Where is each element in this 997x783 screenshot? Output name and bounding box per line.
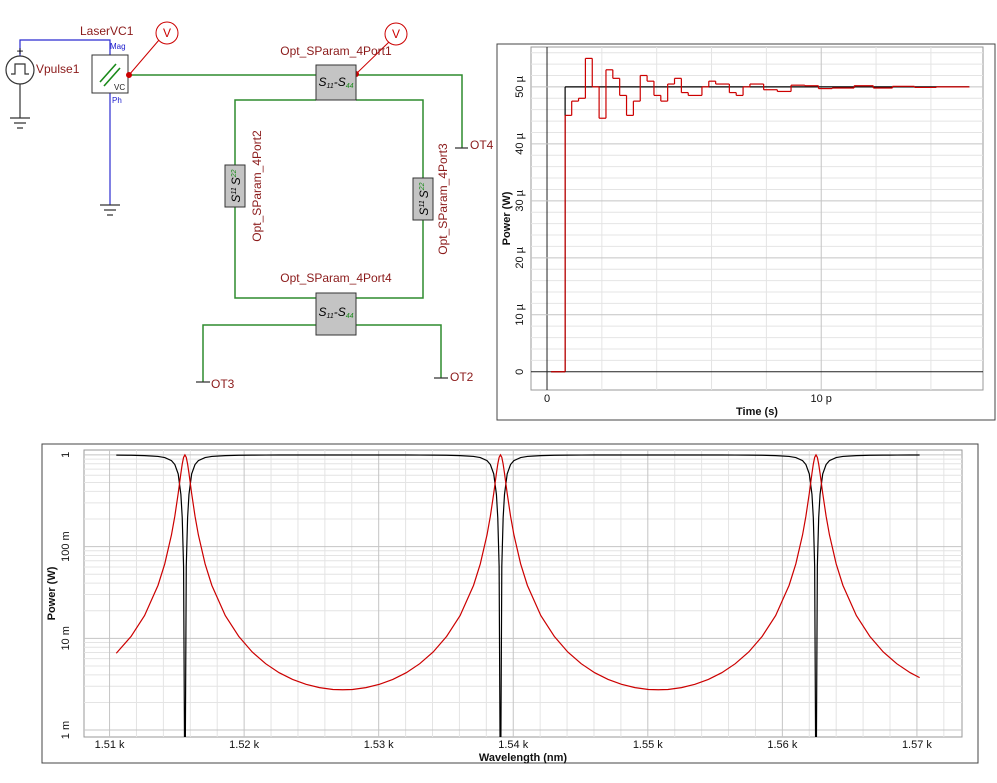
pulse-source[interactable]	[5, 55, 35, 85]
y-tick-label: 40 µ	[514, 132, 526, 154]
y-tick-label: 50 µ	[514, 75, 526, 97]
terminal-label: OT3	[211, 377, 235, 391]
laser-arrows	[99, 63, 121, 87]
y-tick-label: 20 µ	[514, 246, 526, 268]
s: S	[338, 305, 346, 319]
sub: 22	[419, 182, 426, 191]
block-symbol: S11S22	[229, 169, 243, 202]
x-axis-title: Wavelength (nm)	[479, 752, 568, 764]
sep: -	[334, 305, 338, 319]
voltmeter[interactable]	[384, 22, 408, 46]
pin-label: Ph	[112, 96, 122, 105]
series-group	[551, 57, 970, 373]
pin-label: VC	[114, 83, 125, 92]
sub: 44	[346, 83, 354, 90]
x-tick-label: 10 p	[811, 393, 832, 405]
probe-wire	[355, 41, 390, 75]
y-tick-label: 30 µ	[514, 189, 526, 211]
y-tick-label: 1 m	[60, 721, 72, 739]
x-tick-label: 1.57 k	[902, 739, 932, 751]
sub: 11	[326, 313, 333, 320]
s: S	[338, 75, 346, 89]
wire	[129, 74, 463, 382]
x-tick-label: 1.53 k	[364, 739, 394, 751]
step-riser	[564, 58, 937, 372]
x-tick-label: 1.52 k	[229, 739, 259, 751]
voltmeter-label: V	[163, 26, 171, 40]
node	[126, 72, 132, 78]
voltmeter[interactable]	[155, 21, 179, 45]
s-param-block[interactable]	[412, 177, 434, 221]
voltmeter-label: V	[392, 27, 400, 41]
y-axis-title: Power (W)	[501, 191, 513, 245]
x-tick-label: 0	[544, 393, 550, 405]
s: S	[318, 75, 326, 89]
source-name: Vpulse1	[36, 62, 80, 76]
ground	[100, 204, 120, 216]
series-group	[115, 453, 920, 737]
y-tick-label: 100 m	[60, 531, 72, 562]
block-symbol: S11S22	[417, 182, 431, 215]
x-tick-label: 1.54 k	[498, 739, 528, 751]
s-param-block[interactable]	[315, 64, 357, 101]
y-axis-title: Power (W)	[46, 566, 58, 620]
s-param-block[interactable]	[315, 292, 357, 336]
y-tick-label: 10 m	[60, 626, 72, 650]
y-tick-label: 10 µ	[514, 303, 526, 325]
probe-wire	[128, 39, 160, 76]
laser-name: LaserVC1	[80, 24, 134, 38]
series-line	[116, 454, 920, 737]
schematic: + Vpulse1 LaserVC1 Mag VC Ph V V S11-S44…	[5, 21, 494, 391]
sub: 22	[231, 169, 238, 178]
series-line	[115, 453, 920, 691]
chart: 0 10 p 0 10 µ 20 µ 30 µ 40 µ 50 µ Time (s) Power …	[496, 43, 996, 421]
s: S	[417, 190, 431, 198]
block-name: Opt_SParam_4Port1	[280, 44, 392, 58]
pin-label: Mag	[110, 42, 126, 51]
wire	[19, 39, 111, 56]
x-tick-label: 1.51 k	[95, 739, 125, 751]
terminal-label: OT2	[450, 370, 474, 384]
s: S	[318, 305, 326, 319]
terminal	[196, 147, 468, 383]
laser-block[interactable]	[91, 54, 129, 94]
sub: 11	[326, 83, 333, 90]
terminal-label: OT4	[470, 138, 494, 152]
block-name: Opt_SParam_4Port4	[280, 271, 392, 285]
polarity: +	[16, 44, 23, 58]
chart: 1.51 k 1.52 k 1.53 k 1.54 k 1.55 k 1.56 k 1.57…	[41, 443, 979, 764]
s: S	[229, 195, 243, 203]
y-tick-label: 1	[60, 452, 72, 458]
block-name: Opt_SParam_4Port2	[250, 130, 264, 242]
x-tick-label: 1.56 k	[767, 739, 797, 751]
pulse-symbol	[11, 63, 29, 75]
ground	[10, 117, 30, 129]
sub: 11	[419, 200, 426, 207]
s: S	[229, 177, 243, 185]
sub: 44	[346, 313, 354, 320]
x-axis-title: Time (s)	[736, 406, 778, 418]
block-symbol: S11-S44	[318, 305, 353, 320]
block-symbol: S11-S44	[318, 75, 353, 90]
sub: 11	[231, 187, 238, 194]
s-param-block[interactable]	[224, 164, 246, 208]
sep: -	[334, 75, 338, 89]
y-tick-label: 0	[514, 369, 526, 375]
x-tick-label: 1.55 k	[633, 739, 663, 751]
s: S	[417, 208, 431, 216]
block-name: Opt_SParam_4Port3	[436, 143, 450, 255]
